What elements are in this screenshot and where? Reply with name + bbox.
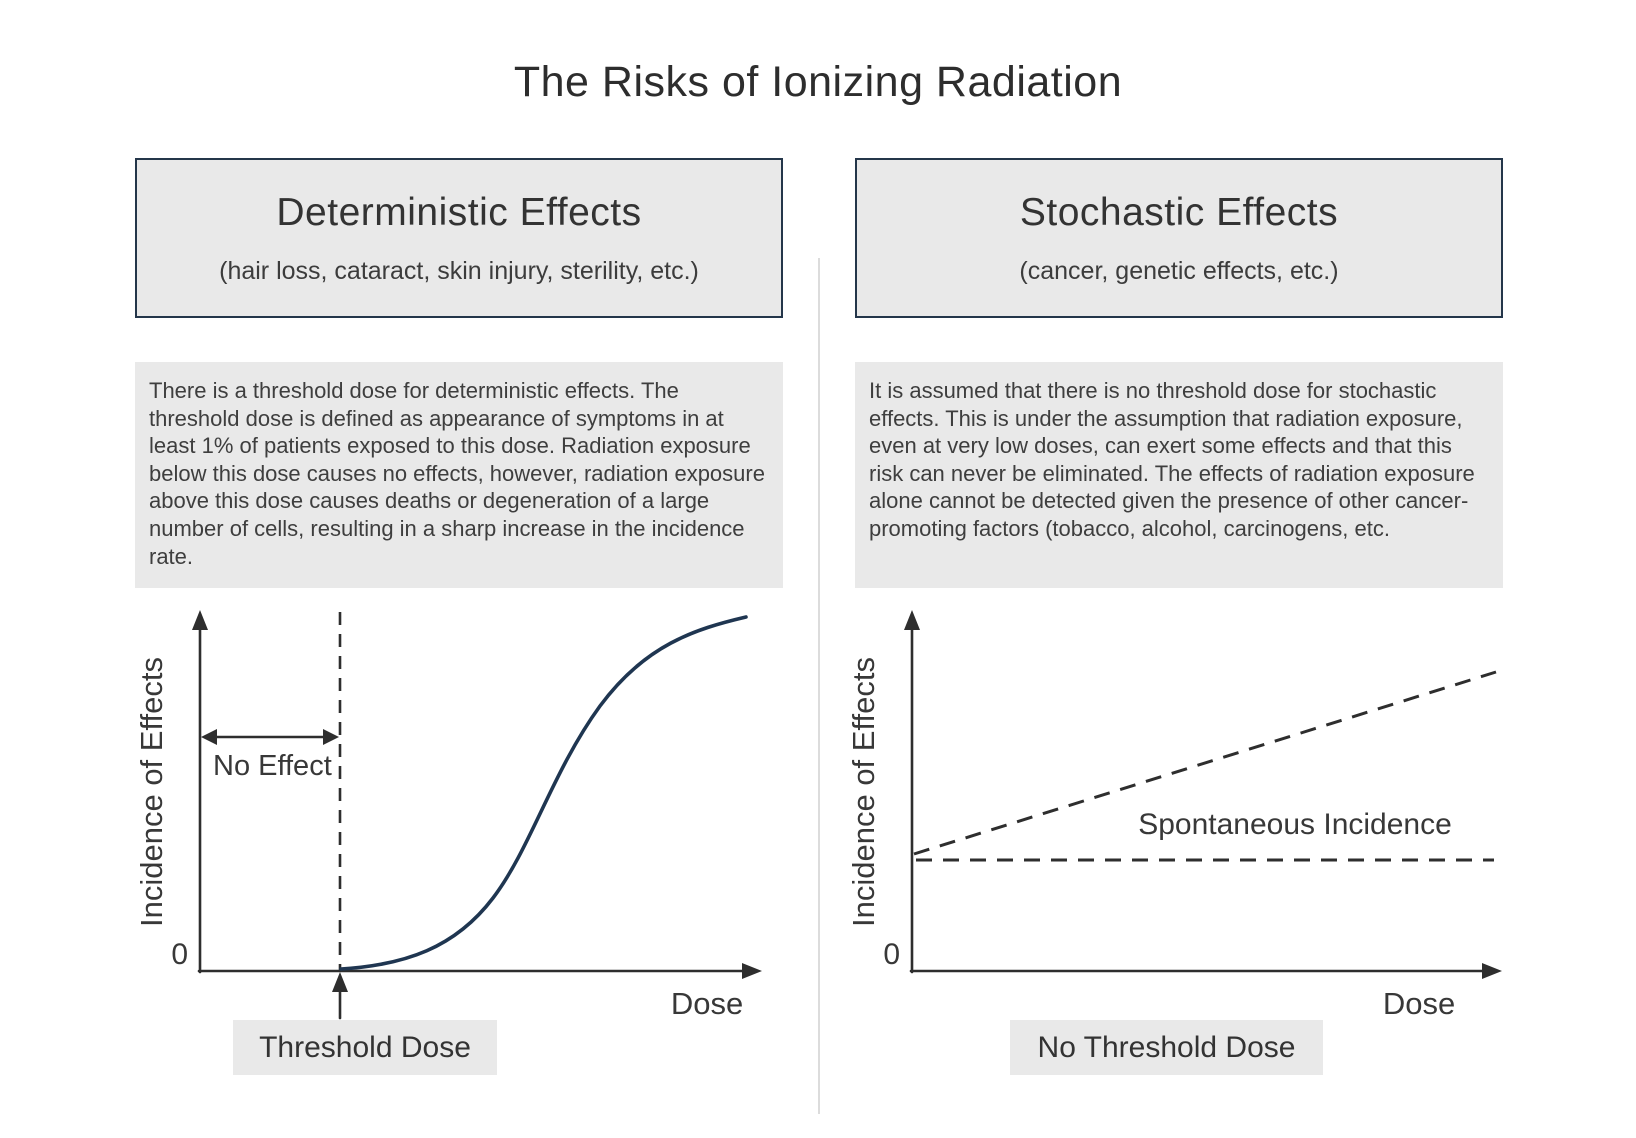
- stochastic-header-box: Stochastic Effects (cancer, genetic effe…: [855, 158, 1503, 318]
- stochastic-description: It is assumed that there is no threshold…: [855, 362, 1503, 588]
- deterministic-description: There is a threshold dose for determinis…: [135, 362, 783, 588]
- right-y-axis-label: Incidence of Effects: [846, 657, 881, 927]
- right-y-axis-arrowhead: [904, 610, 920, 630]
- no-threshold-dose-tag: No Threshold Dose: [1010, 1020, 1323, 1075]
- stochastic-chart: [904, 610, 1502, 979]
- no-effect-label: No Effect: [213, 750, 332, 782]
- threshold-dose-tag: Threshold Dose: [233, 1020, 497, 1075]
- deterministic-heading: Deterministic Effects: [276, 190, 642, 234]
- right-origin-label: 0: [883, 938, 900, 971]
- no-effect-arrowhead-right: [323, 729, 339, 745]
- no-effect-arrowhead-left: [201, 729, 217, 745]
- panel-divider: [818, 258, 820, 1114]
- left-x-axis-arrowhead: [742, 963, 762, 979]
- right-x-axis-arrowhead: [1482, 963, 1502, 979]
- left-y-axis-arrowhead: [192, 610, 208, 630]
- sigmoid-dose-response-curve: [339, 615, 748, 971]
- deterministic-header-box: Deterministic Effects (hair loss, catara…: [135, 158, 783, 318]
- linear-no-threshold-dashed-line: [913, 670, 1497, 856]
- spontaneous-incidence-label: Spontaneous Incidence: [1138, 808, 1452, 841]
- stochastic-heading: Stochastic Effects: [1019, 190, 1339, 234]
- stochastic-subheading: (cancer, genetic effects, etc.): [1019, 256, 1339, 285]
- right-x-axis-label: Dose: [1382, 986, 1456, 1021]
- threshold-pointer-arrowhead: [332, 972, 348, 992]
- deterministic-chart: [192, 610, 762, 1020]
- deterministic-subheading: (hair loss, cataract, skin injury, steri…: [219, 256, 699, 285]
- left-y-axis-label: Incidence of Effects: [134, 657, 169, 927]
- left-origin-label: 0: [171, 938, 188, 971]
- left-x-axis-label: Dose: [670, 986, 744, 1021]
- page-title: The Risks of Ionizing Radiation: [513, 58, 1123, 106]
